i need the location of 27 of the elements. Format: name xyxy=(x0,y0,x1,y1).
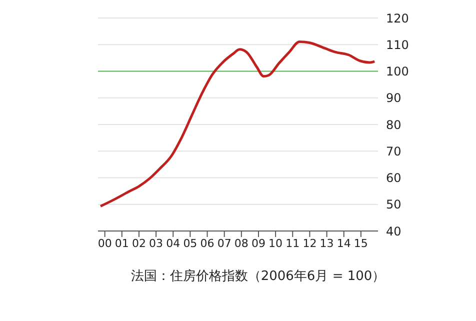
x-tick-label: 01 xyxy=(114,236,129,250)
x-tick-label: 10 xyxy=(268,236,283,250)
x-tick-label: 09 xyxy=(251,236,266,250)
y-tick-label: 100 xyxy=(386,64,409,79)
x-tick-label: 14 xyxy=(336,236,351,250)
x-tick-label: 12 xyxy=(302,236,317,250)
x-tick-label: 06 xyxy=(200,236,214,250)
y-tick-label: 120 xyxy=(386,11,409,26)
x-tick-label: 11 xyxy=(286,236,300,250)
x-tick-label: 15 xyxy=(354,236,368,250)
y-tick-label: 90 xyxy=(386,91,402,106)
y-tick-label: 110 xyxy=(386,38,409,52)
x-tick-label: 05 xyxy=(183,236,198,250)
text: 法国：住房价格指数（2006年6月 = 100） xyxy=(130,268,386,285)
x-tick-label: 00 xyxy=(98,236,112,250)
x-tick-label: 07 xyxy=(217,236,232,250)
y-tick-label: 40 xyxy=(386,224,402,238)
x-tick-label: 04 xyxy=(166,236,180,250)
line-series xyxy=(99,40,376,208)
x-tick-label: 08 xyxy=(234,236,248,250)
y-tick-label: 70 xyxy=(386,144,402,158)
x-tick-label: 13 xyxy=(320,236,334,250)
x-tick-label: 02 xyxy=(132,236,146,250)
y-tick-label: 80 xyxy=(386,118,402,132)
y-tick-label: 60 xyxy=(386,171,402,186)
y-tick-label: 50 xyxy=(386,198,402,212)
x-tick-label: 03 xyxy=(149,236,164,250)
